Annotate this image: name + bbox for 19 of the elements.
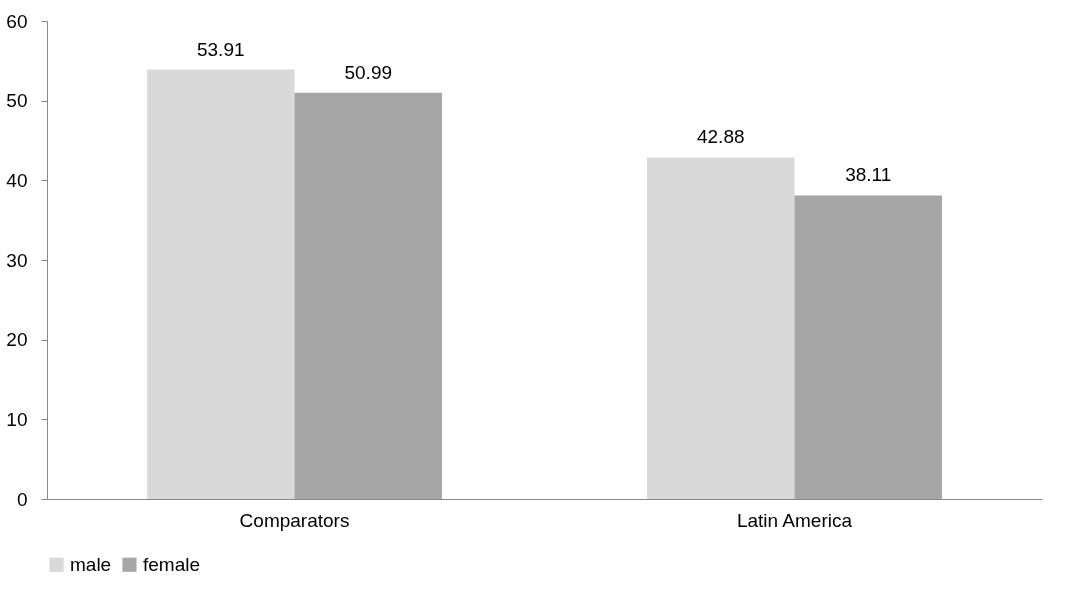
bar [294, 92, 442, 499]
y-tick-label: 0 [16, 488, 28, 510]
legend-label: male [70, 553, 112, 575]
y-tick-label: 20 [6, 329, 28, 351]
legend-label: female [143, 553, 201, 575]
y-tick-label: 50 [6, 90, 28, 112]
y-tick-label: 10 [6, 408, 28, 430]
bar [647, 157, 795, 499]
data-label: 38.11 [845, 164, 892, 186]
data-label: 53.91 [196, 38, 245, 60]
bar [147, 69, 295, 499]
x-tick-label: Latin America [736, 509, 853, 531]
y-tick-label: 40 [6, 169, 28, 191]
y-tick-label: 60 [6, 10, 28, 32]
x-tick-label: Comparators [239, 509, 350, 531]
bar [794, 195, 942, 499]
data-label: 42.88 [696, 126, 745, 148]
y-tick-label: 30 [6, 249, 28, 271]
data-label: 50.99 [344, 61, 393, 83]
